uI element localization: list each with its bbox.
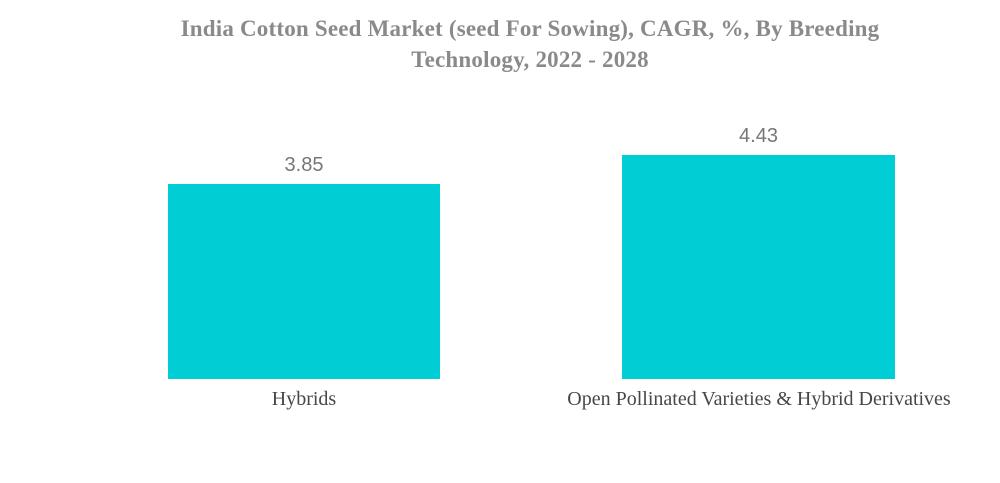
chart-title: India Cotton Seed Market (seed For Sowin… bbox=[60, 13, 1000, 75]
bar-open-pollinated bbox=[622, 155, 895, 379]
category-label-open-pollinated: Open Pollinated Varieties & Hybrid Deriv… bbox=[567, 388, 951, 410]
bar-hybrids bbox=[168, 184, 440, 379]
value-label-open-pollinated: 4.43 bbox=[739, 125, 778, 147]
category-label-hybrids: Hybrids bbox=[271, 388, 337, 410]
chart-title-line-2: Technology, 2022 - 2028 bbox=[411, 47, 649, 72]
chart-title-line-1: India Cotton Seed Market (seed For Sowin… bbox=[180, 16, 880, 41]
value-label-hybrids: 3.85 bbox=[284, 154, 324, 176]
